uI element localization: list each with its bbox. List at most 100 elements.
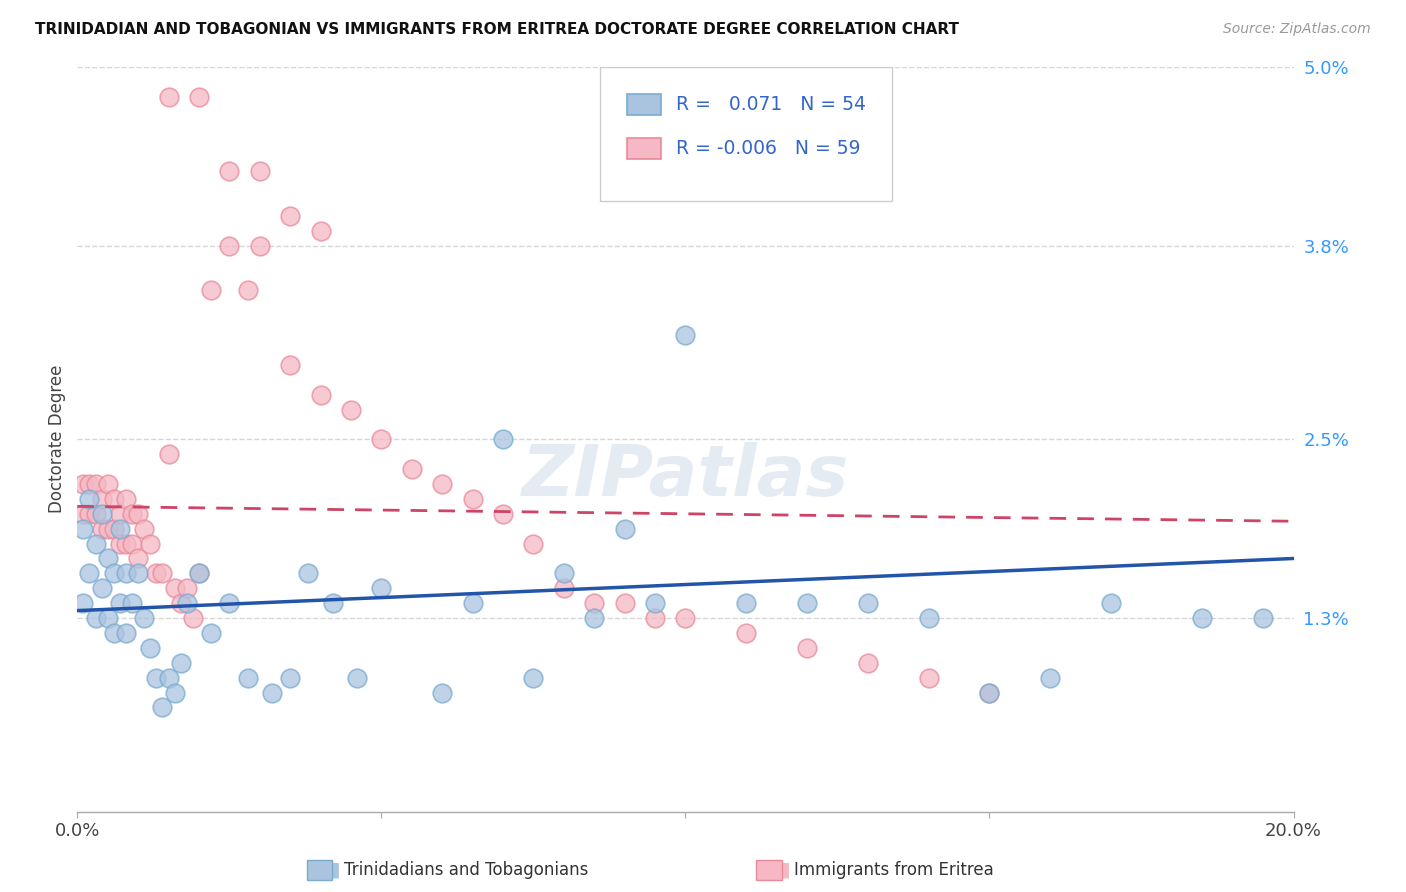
- Point: [84, 536, 107, 550]
- Point: [170, 656, 193, 670]
- Point: [181, 611, 204, 625]
- Point: [134, 611, 156, 625]
- Point: [260, 685, 283, 699]
- Point: [796, 640, 818, 655]
- Point: [370, 582, 392, 596]
- Point: [115, 626, 138, 640]
- Point: [103, 522, 125, 536]
- Point: [856, 656, 879, 670]
- Point: [432, 685, 454, 699]
- Point: [322, 596, 344, 610]
- Point: [72, 477, 94, 491]
- Point: [79, 566, 101, 581]
- Point: [346, 671, 368, 685]
- Point: [644, 611, 666, 625]
- Point: [170, 596, 193, 610]
- Point: [236, 284, 259, 298]
- Point: [249, 238, 271, 252]
- Point: [97, 551, 120, 566]
- Point: [1191, 611, 1213, 625]
- Point: [918, 611, 941, 625]
- Point: [97, 522, 120, 536]
- Point: [121, 507, 143, 521]
- Point: [188, 566, 211, 581]
- Point: [218, 596, 240, 610]
- Point: [309, 224, 332, 238]
- Point: [979, 685, 1001, 699]
- Point: [340, 402, 363, 417]
- Point: [108, 507, 131, 521]
- Point: [72, 596, 94, 610]
- Point: [79, 507, 101, 521]
- Point: [145, 566, 167, 581]
- Point: [796, 596, 818, 610]
- Point: [72, 507, 94, 521]
- Point: [127, 566, 149, 581]
- Point: [370, 433, 392, 447]
- Point: [522, 536, 544, 550]
- Text: Trinidadians and Tobagonians: Trinidadians and Tobagonians: [344, 861, 589, 879]
- Point: [84, 507, 107, 521]
- Point: [553, 582, 575, 596]
- Point: [401, 462, 423, 476]
- Point: [134, 522, 156, 536]
- Point: [90, 507, 112, 521]
- Text: Immigrants from Eritrea: Immigrants from Eritrea: [794, 861, 994, 879]
- Point: [432, 477, 454, 491]
- Text: R =   0.071   N = 54: R = 0.071 N = 54: [676, 95, 866, 113]
- Point: [108, 536, 131, 550]
- Text: Source: ZipAtlas.com: Source: ZipAtlas.com: [1223, 22, 1371, 37]
- Point: [278, 209, 301, 223]
- Point: [675, 328, 697, 343]
- Text: TRINIDADIAN AND TOBAGONIAN VS IMMIGRANTS FROM ERITREA DOCTORATE DEGREE CORRELATI: TRINIDADIAN AND TOBAGONIAN VS IMMIGRANTS…: [35, 22, 959, 37]
- Point: [188, 89, 211, 103]
- Point: [200, 626, 222, 640]
- Point: [152, 700, 174, 714]
- Point: [72, 522, 94, 536]
- Point: [522, 671, 544, 685]
- Point: [139, 640, 162, 655]
- Point: [84, 477, 107, 491]
- Point: [856, 596, 879, 610]
- Point: [492, 507, 515, 521]
- Point: [79, 477, 101, 491]
- Point: [583, 611, 606, 625]
- Point: [121, 536, 143, 550]
- Point: [103, 566, 125, 581]
- Point: [127, 507, 149, 521]
- Point: [461, 596, 484, 610]
- Point: [236, 671, 259, 685]
- Point: [218, 238, 240, 252]
- Point: [553, 566, 575, 581]
- Point: [297, 566, 319, 581]
- Point: [176, 582, 198, 596]
- Point: [103, 491, 125, 506]
- Point: [84, 611, 107, 625]
- Point: [309, 387, 332, 401]
- Point: [139, 536, 162, 550]
- Point: [918, 671, 941, 685]
- Point: [979, 685, 1001, 699]
- Point: [90, 582, 112, 596]
- Point: [218, 164, 240, 178]
- Point: [278, 358, 301, 372]
- Point: [188, 566, 211, 581]
- Point: [278, 671, 301, 685]
- Point: [145, 671, 167, 685]
- Point: [163, 582, 186, 596]
- Point: [1251, 611, 1274, 625]
- Point: [735, 596, 758, 610]
- Point: [97, 611, 120, 625]
- Point: [157, 671, 180, 685]
- Point: [249, 164, 271, 178]
- Text: R = -0.006   N = 59: R = -0.006 N = 59: [676, 139, 860, 159]
- Point: [157, 447, 180, 461]
- Point: [1039, 671, 1062, 685]
- Point: [492, 433, 515, 447]
- Point: [583, 596, 606, 610]
- Point: [97, 477, 120, 491]
- Point: [644, 596, 666, 610]
- Point: [127, 551, 149, 566]
- Point: [152, 566, 174, 581]
- Point: [613, 522, 636, 536]
